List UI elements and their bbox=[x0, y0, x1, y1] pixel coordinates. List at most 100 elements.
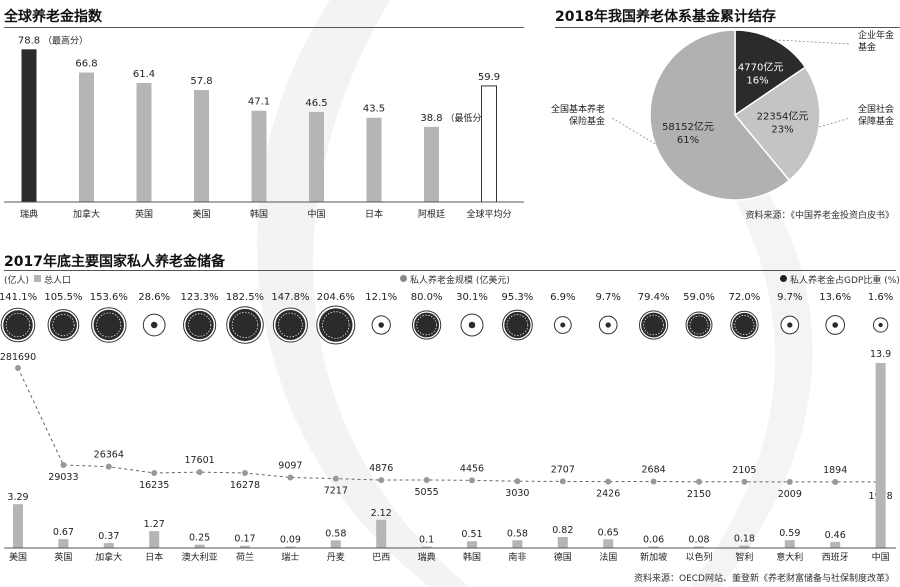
pie-slice-value-2: 58152亿元 bbox=[662, 120, 714, 133]
gdp-circle-inner-10 bbox=[468, 321, 476, 329]
bar-value-3: 57.8 bbox=[190, 76, 212, 87]
population-label-9: 0.1 bbox=[419, 535, 434, 546]
bar-value-8: 59.9 bbox=[478, 72, 500, 83]
pie-slice-1 bbox=[733, 66, 821, 182]
gdp-circle-ring-5 bbox=[231, 311, 259, 339]
category-label-6: 瑞士 bbox=[281, 551, 299, 563]
assets-label-0: 281690 bbox=[0, 352, 36, 363]
gdp-circle-inner-2 bbox=[93, 309, 124, 341]
population-label-4: 0.25 bbox=[189, 533, 210, 544]
population-label-15: 0.08 bbox=[688, 535, 709, 546]
legend-population: 总人口 bbox=[44, 276, 72, 286]
assets-line bbox=[17, 367, 881, 483]
category-label-14: 新加坡 bbox=[640, 551, 667, 563]
category-label-1: 英国 bbox=[54, 551, 72, 563]
bar-7 bbox=[424, 126, 439, 202]
gdp-circle-ring-14 bbox=[643, 314, 664, 336]
pie-label-1-1: 保障基金 bbox=[858, 115, 894, 127]
pie-chart-divider bbox=[555, 27, 900, 28]
gdp-circle-inner-11 bbox=[504, 311, 531, 339]
category-label-16: 智利 bbox=[735, 551, 753, 563]
population-label-11: 0.58 bbox=[507, 528, 528, 539]
assets-point-10 bbox=[469, 477, 475, 484]
assets-point-13 bbox=[605, 478, 612, 485]
population-bar-9 bbox=[421, 546, 432, 548]
gdp-circle-inner-15 bbox=[687, 313, 711, 337]
gdp-circle-inner-13 bbox=[605, 322, 611, 328]
bar-category-6: 日本 bbox=[365, 208, 383, 220]
assets-point-0 bbox=[15, 365, 21, 371]
assets-label-6: 9097 bbox=[278, 460, 302, 471]
population-label-6: 0.09 bbox=[280, 535, 301, 546]
gdp-pct-label-10: 30.1% bbox=[456, 292, 488, 303]
population-label-2: 0.37 bbox=[98, 531, 119, 542]
gdp-pct-label-4: 123.3% bbox=[181, 292, 219, 303]
population-bar-11 bbox=[512, 540, 523, 548]
assets-label-3: 16235 bbox=[139, 480, 169, 491]
gdp-circle-inner-18 bbox=[832, 322, 839, 328]
category-label-15: 以色列 bbox=[685, 551, 712, 563]
category-label-11: 南非 bbox=[508, 551, 526, 563]
population-bar-8 bbox=[376, 519, 387, 548]
gdp-circle-inner-14 bbox=[641, 312, 667, 338]
assets-label-18: 1894 bbox=[823, 465, 847, 476]
bar-note-max: （最高分） bbox=[43, 34, 88, 46]
bar-category-0: 瑞典 bbox=[20, 208, 38, 220]
gdp-circle-ring-6 bbox=[278, 312, 303, 338]
gdp-circle-ring-2 bbox=[96, 312, 122, 338]
population-label-3: 1.27 bbox=[144, 519, 165, 530]
population-bar-13 bbox=[603, 539, 614, 548]
bar-chart-divider bbox=[4, 27, 524, 28]
bar-value-6: 43.5 bbox=[363, 104, 385, 115]
gdp-circle-inner-12 bbox=[560, 322, 566, 328]
category-label-3: 日本 bbox=[145, 551, 163, 563]
pie-slice-value-1: 22354亿元 bbox=[757, 110, 809, 123]
bar-category-5: 中国 bbox=[307, 208, 325, 220]
pie-chart-title: 2018年我国养老体系基金累计结存 bbox=[555, 9, 776, 25]
assets-point-1 bbox=[60, 462, 67, 468]
assets-point-11 bbox=[514, 478, 521, 485]
legend-population-swatch bbox=[34, 275, 41, 282]
assets-label-1: 29033 bbox=[48, 472, 78, 483]
gdp-circle-ring-7 bbox=[322, 311, 350, 339]
gdp-pct-label-18: 13.6% bbox=[819, 292, 851, 303]
gdp-circle-inner-0 bbox=[3, 310, 33, 340]
population-bar-10 bbox=[467, 541, 477, 548]
assets-point-12 bbox=[559, 478, 566, 485]
bar-1 bbox=[79, 72, 94, 202]
pie-label-0-0: 企业年金 bbox=[858, 29, 894, 41]
gdp-circle-inner-7 bbox=[319, 308, 353, 342]
legend-gdp-swatch bbox=[780, 275, 787, 282]
category-label-8: 巴西 bbox=[372, 552, 390, 563]
population-bar-0 bbox=[13, 504, 23, 548]
assets-label-7: 7217 bbox=[324, 486, 348, 497]
population-bar-5 bbox=[240, 545, 250, 548]
population-bar-14 bbox=[648, 546, 659, 548]
population-bar-4 bbox=[194, 544, 205, 548]
bar-chart-title: 全球养老金指数 bbox=[4, 9, 102, 25]
gdp-pct-label-7: 204.6% bbox=[317, 292, 355, 303]
assets-label-8: 4876 bbox=[369, 463, 393, 474]
bar-value-7: 38.8 bbox=[420, 113, 442, 124]
category-label-2: 加拿大 bbox=[95, 551, 122, 563]
assets-label-14: 2684 bbox=[642, 464, 666, 475]
population-label-13: 0.65 bbox=[598, 527, 619, 538]
population-label-5: 0.17 bbox=[234, 534, 255, 545]
bar-value-5: 46.5 bbox=[305, 98, 327, 109]
population-label-18: 0.46 bbox=[825, 530, 846, 541]
category-label-7: 丹麦 bbox=[327, 551, 345, 563]
population-bar-17 bbox=[784, 540, 795, 548]
bar-2 bbox=[136, 83, 152, 202]
assets-label-11: 3030 bbox=[505, 488, 529, 499]
population-label-16: 0.18 bbox=[734, 534, 755, 545]
gdp-pct-label-1: 105.5% bbox=[44, 292, 82, 303]
combo-chart-title: 2017年底主要国家私人养老金储备 bbox=[4, 254, 225, 270]
bar-4 bbox=[251, 110, 267, 202]
assets-point-18 bbox=[832, 478, 839, 485]
assets-point-2 bbox=[105, 463, 112, 470]
pie-leader-2 bbox=[611, 117, 656, 145]
gdp-pct-label-11: 95.3% bbox=[502, 292, 534, 303]
pie-leader-1 bbox=[819, 117, 851, 128]
category-label-18: 西班牙 bbox=[822, 551, 849, 563]
